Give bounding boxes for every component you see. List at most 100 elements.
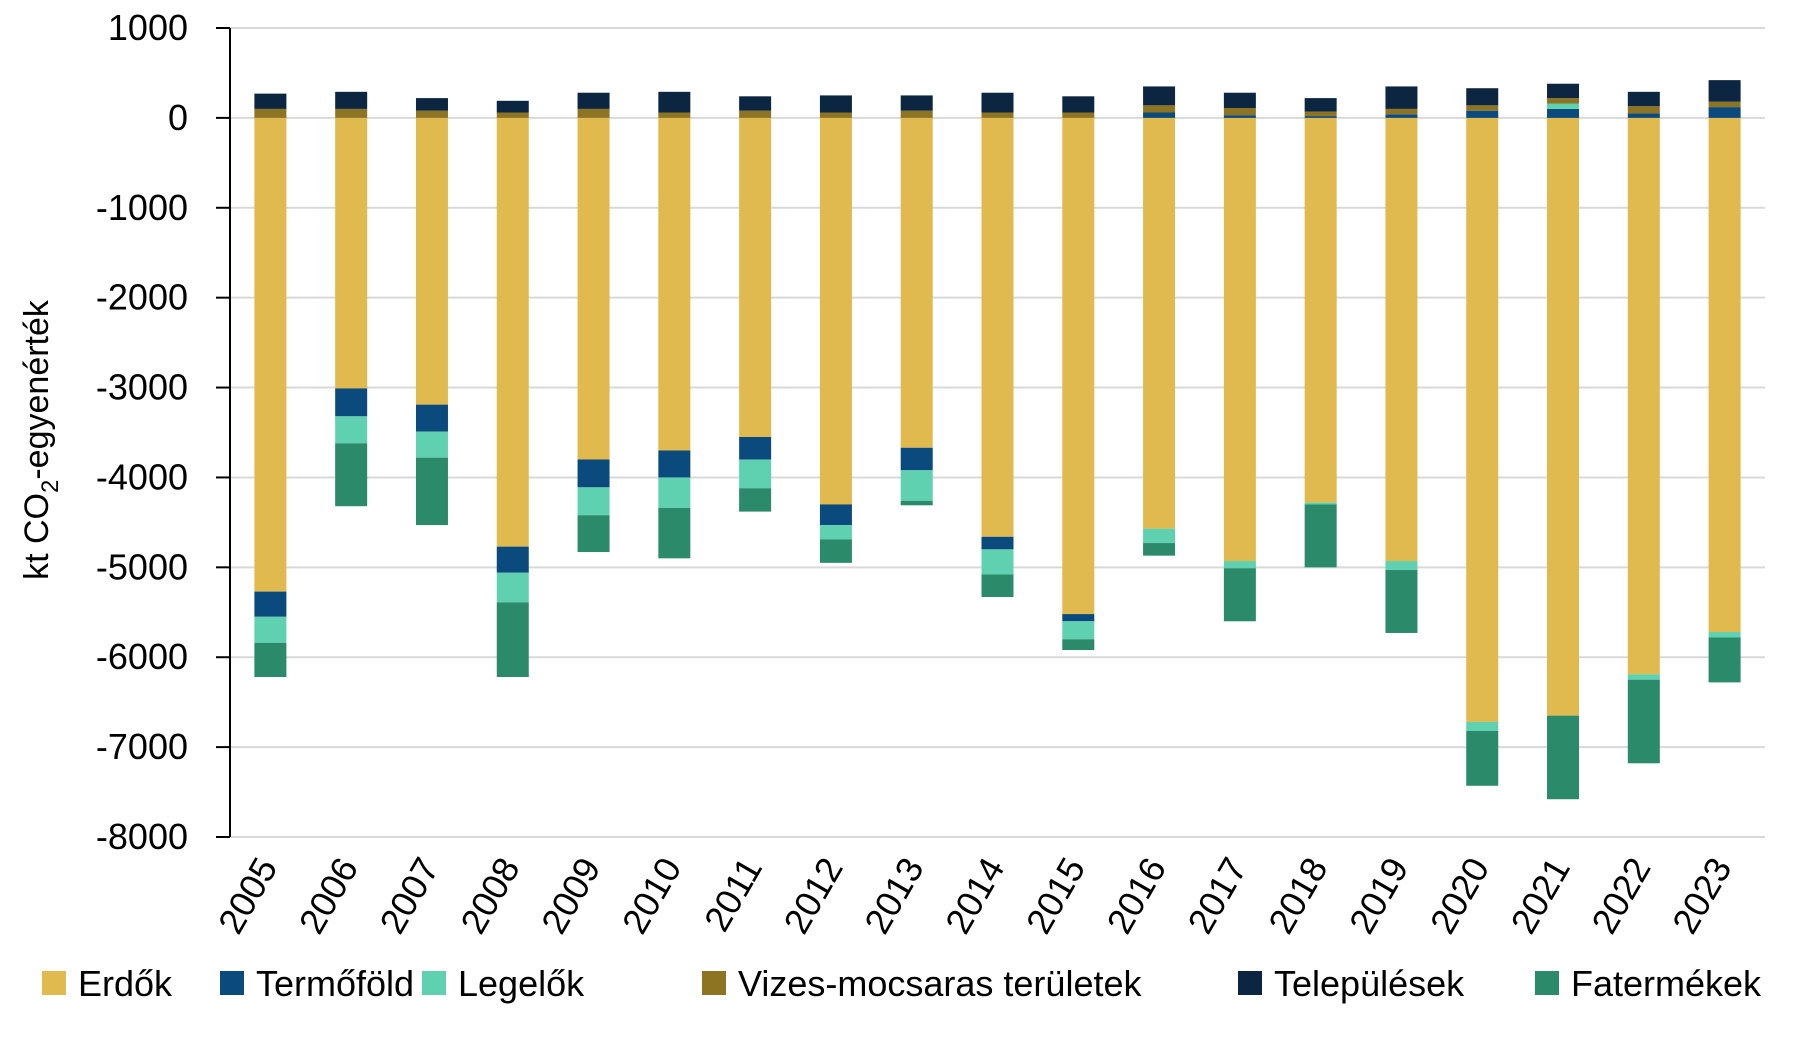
bar-segment: [1466, 117, 1499, 722]
x-tick-label: 2005: [210, 851, 286, 941]
bar-segment: [981, 549, 1014, 575]
bar-segment: [819, 112, 852, 118]
bar-segment: [1547, 83, 1580, 99]
bar-segment: [1385, 570, 1418, 633]
legend-label: Települések: [1274, 963, 1465, 1004]
bar-segment: [577, 487, 610, 516]
y-tick-label: -6000: [96, 636, 188, 677]
bar-segment: [415, 117, 448, 405]
bar-segment: [254, 642, 287, 677]
bar-segment: [415, 431, 448, 458]
bar-segment: [981, 112, 1014, 118]
bar-segment: [577, 108, 610, 118]
bar-segment: [1466, 105, 1499, 111]
bar-segment: [577, 117, 610, 460]
bar-segment: [1547, 108, 1580, 118]
bar-segment: [1627, 113, 1660, 118]
bar-segment: [1547, 117, 1580, 716]
x-tick-label: 2008: [452, 851, 528, 941]
bar-segment: [819, 504, 852, 526]
bar-segment: [1062, 614, 1095, 622]
x-tick-label: 2007: [371, 851, 447, 941]
bar-segment: [739, 117, 772, 437]
y-axis-title-suffix: -egyenérték: [18, 299, 56, 480]
bar-segment: [739, 96, 772, 111]
x-tick-label: 2010: [614, 851, 690, 941]
x-tick-label: 2011: [696, 851, 770, 939]
x-tick-label: 2023: [1664, 851, 1740, 941]
bar-segment: [415, 98, 448, 111]
bar-segment: [335, 416, 368, 444]
bar-segment: [1223, 115, 1256, 118]
bar-segment: [577, 92, 610, 109]
bar-segment: [1223, 92, 1256, 109]
bar-segment: [981, 92, 1014, 113]
bar-segment: [658, 91, 691, 113]
bar-segment: [739, 110, 772, 118]
bar-segment: [1062, 621, 1095, 640]
bar-segment: [254, 93, 287, 109]
bar-segment: [1062, 96, 1095, 113]
x-tick-label: 2014: [937, 851, 1013, 941]
bar-segment: [1143, 105, 1176, 113]
bar-segment: [1143, 543, 1176, 556]
legend-swatch: [1238, 971, 1262, 995]
y-tick-label: -2000: [96, 277, 188, 318]
x-tick-label: 2012: [775, 851, 851, 941]
bar-segment: [1223, 561, 1256, 569]
x-tick-label: 2018: [1260, 851, 1336, 941]
bar-segment: [1385, 86, 1418, 109]
bar-segment: [1547, 103, 1580, 109]
bar-segment: [819, 95, 852, 113]
bar-segment: [981, 117, 1014, 537]
bar-segment: [1223, 568, 1256, 622]
bar-segment: [981, 574, 1014, 597]
x-tick-label: 2017: [1179, 851, 1255, 941]
bar-segment: [1143, 117, 1176, 529]
bar-segment: [900, 110, 933, 118]
bar-segment: [415, 457, 448, 526]
bar-segment: [658, 477, 691, 509]
bar-segment: [1466, 88, 1499, 106]
bar-segment: [1708, 80, 1741, 102]
bar-segment: [1143, 112, 1176, 118]
legend-label: Vizes-mocsaras területek: [738, 963, 1142, 1004]
bar-segment: [1143, 86, 1176, 106]
bar-segment: [1062, 117, 1095, 615]
bar-segment: [254, 117, 287, 592]
bar-segment: [1466, 730, 1499, 786]
bars: [254, 80, 1741, 800]
bar-segment: [335, 91, 368, 109]
bar-segment: [254, 108, 287, 118]
bar-segment: [1627, 106, 1660, 114]
bar-segment: [819, 539, 852, 563]
bar-segment: [1627, 117, 1660, 675]
legend: Erdők Termőföld Legelők Vizes-mocsaras terü…: [42, 963, 1762, 1004]
y-tick-label: -4000: [96, 456, 188, 497]
bar-segment: [1708, 637, 1741, 683]
bar-segment: [1627, 679, 1660, 764]
bar-segment: [1304, 111, 1337, 117]
bar-segment: [577, 515, 610, 553]
bar-segment: [1627, 674, 1660, 680]
bar-segment: [1385, 117, 1418, 562]
legend-swatch: [42, 971, 66, 995]
legend-swatch: [422, 971, 446, 995]
legend-swatch: [1535, 971, 1559, 995]
legend-swatch: [220, 971, 244, 995]
y-axis-title: kt CO2-egyenérték: [18, 299, 64, 580]
legend-label: Erdők: [78, 963, 173, 1004]
bar-segment: [1708, 101, 1741, 108]
bar-segment: [1143, 528, 1176, 544]
bar-segment: [819, 525, 852, 540]
bar-segment: [254, 616, 287, 643]
x-tick-label: 2016: [1098, 851, 1174, 941]
bar-segment: [1627, 91, 1660, 107]
bar-segment: [819, 117, 852, 505]
x-tick-label: 2006: [291, 851, 367, 941]
bar-segment: [1708, 117, 1741, 633]
x-tick-labels: 2005 2006 2007 2008 2009 2010 2011 2012 2013 2014…: [210, 851, 1740, 941]
y-axis-title-subscript: 2: [37, 480, 64, 493]
